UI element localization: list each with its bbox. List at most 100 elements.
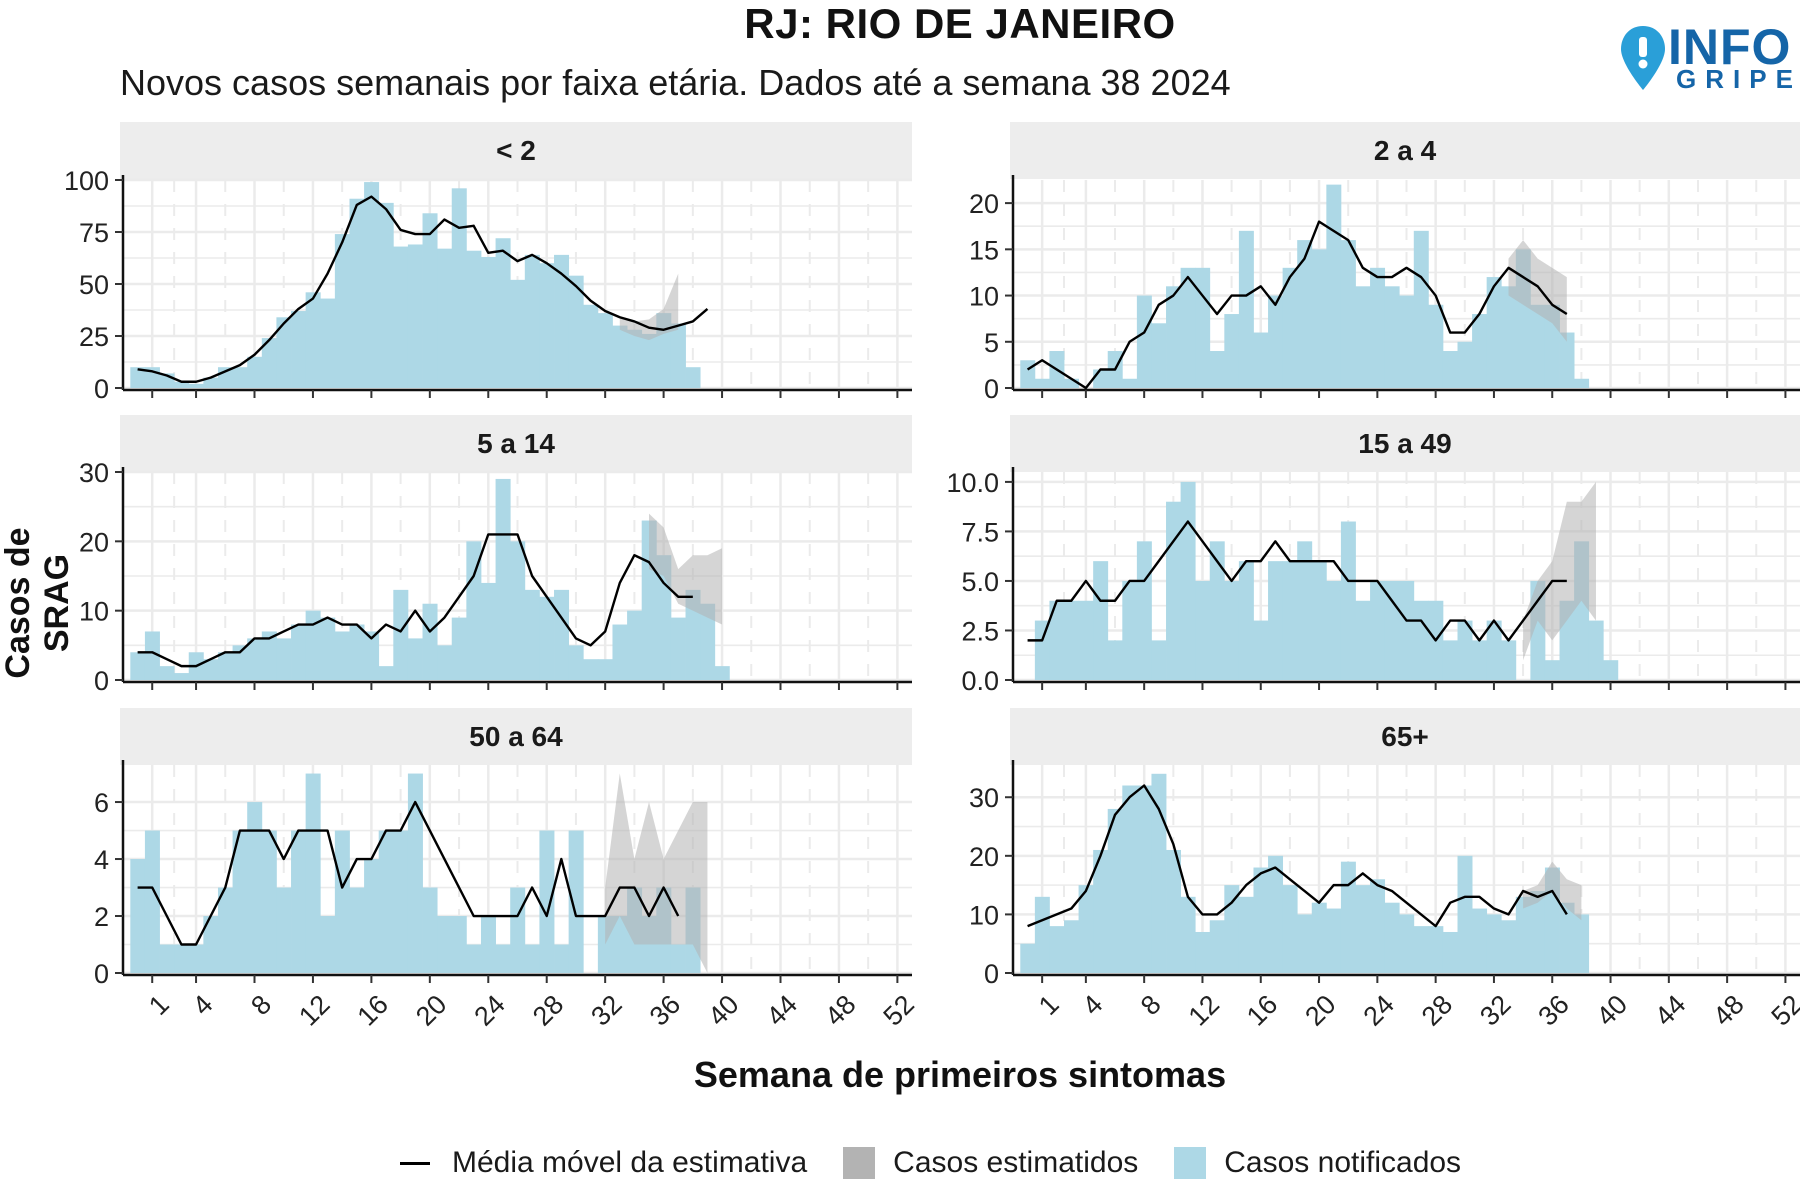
reported-bar: [1122, 378, 1138, 388]
reported-bar: [188, 383, 204, 388]
reported-bar: [1370, 879, 1386, 973]
y-tick-label: 75: [79, 218, 109, 248]
reported-bar: [524, 589, 540, 680]
reported-bar: [1209, 920, 1225, 973]
panel-strip: [120, 415, 912, 472]
reported-bar: [349, 624, 365, 680]
x-tick-label: 36: [1532, 989, 1574, 1031]
estimated-band: [619, 273, 679, 341]
reported-bar: [393, 246, 409, 388]
reported-bar: [1486, 620, 1502, 680]
reported-bar: [1603, 660, 1619, 680]
reported-bar: [539, 830, 555, 973]
estimated-band: [1508, 240, 1567, 342]
x-tick-label: 44: [761, 989, 803, 1031]
reported-bar: [276, 887, 292, 973]
x-tick-label: 8: [1135, 989, 1167, 1021]
reported-bar: [393, 589, 409, 680]
reported-bar: [1151, 640, 1167, 680]
x-axis-label: Semana de primeiros sintomas: [693, 1054, 1227, 1095]
reported-bar: [495, 238, 511, 388]
reported-bar: [539, 596, 555, 680]
reported-bar: [1136, 295, 1152, 388]
moving-average-line: [137, 800, 680, 946]
reported-bar: [1413, 600, 1429, 680]
reported-bar: [1472, 640, 1488, 680]
y-tick-label: 0: [94, 959, 109, 989]
reported-bar: [466, 944, 482, 973]
reported-bar: [554, 589, 570, 680]
x-tick-label: 4: [1077, 989, 1109, 1021]
reported-bar: [203, 659, 219, 680]
reported-bar: [1166, 849, 1182, 973]
y-tick-label: 0: [94, 666, 109, 696]
x-tick-label: 32: [585, 989, 627, 1031]
reported-bar: [1457, 341, 1473, 388]
reported-bar: [334, 631, 350, 680]
y-tick-label: 20: [969, 189, 999, 219]
reported-bar: [1501, 920, 1517, 973]
reported-bar: [1413, 230, 1429, 388]
reported-bar: [1064, 378, 1079, 388]
reported-bar: [568, 830, 584, 973]
estimated-band: [1523, 481, 1596, 661]
reported-bar: [1282, 885, 1298, 973]
reported-bar: [130, 652, 146, 680]
reported-bar: [1282, 267, 1298, 388]
reported-bar: [144, 830, 160, 973]
reported-bar: [1486, 277, 1502, 388]
reported-bar: [1501, 286, 1517, 388]
panel-strip-label: 65+: [1381, 721, 1429, 752]
reported-bar: [1457, 855, 1473, 973]
reported-bar: [1442, 640, 1458, 680]
reported-bar: [480, 916, 496, 973]
reported-bar: [1442, 931, 1458, 973]
legend-item-moving-avg: Média móvel da estimativa: [400, 1146, 807, 1180]
infogripe-logo: INFO GRIPE: [1612, 19, 1797, 94]
reported-bar: [1340, 240, 1356, 388]
reported-bar: [700, 603, 716, 680]
reported-bar: [276, 317, 292, 388]
reported-bar: [1428, 304, 1444, 388]
reported-bar: [1268, 295, 1284, 388]
reported-bar: [422, 213, 438, 388]
y-tick-label: 4: [94, 845, 109, 875]
reported-bar: [1340, 861, 1356, 973]
panel-strip: [120, 122, 912, 179]
reported-bar: [1122, 785, 1138, 973]
x-tick-label: 20: [410, 989, 452, 1031]
x-tick-label: 12: [1183, 989, 1225, 1031]
reported-bar: [1122, 580, 1138, 680]
reported-bar: [378, 830, 394, 973]
y-tick-label: 50: [79, 270, 109, 300]
reported-bar: [378, 202, 394, 388]
x-tick-label: 52: [878, 989, 920, 1031]
reported-bar: [1326, 580, 1342, 680]
y-tick-label: 30: [79, 458, 109, 488]
reported-bar: [437, 248, 453, 388]
reported-bar: [1224, 314, 1240, 388]
moving-average-line: [137, 195, 709, 383]
reported-bar: [1486, 914, 1502, 973]
reported-bar: [1355, 885, 1371, 973]
panel-strip: [1010, 415, 1800, 472]
reported-bar: [1166, 501, 1182, 680]
reported-bar: [597, 659, 613, 680]
reported-bar: [407, 773, 423, 973]
reported-bar: [1253, 867, 1269, 973]
reported-bar: [364, 182, 380, 388]
reported-bar: [1268, 855, 1284, 973]
y-tick-label: 6: [94, 788, 109, 818]
x-tick-label: 28: [1416, 989, 1458, 1031]
reported-bar: [1195, 267, 1211, 388]
reported-bar: [714, 666, 730, 680]
x-tick-label: 4: [187, 989, 219, 1021]
x-tick-label: 1: [143, 989, 175, 1021]
reported-bar: [1136, 785, 1152, 973]
reported-bar: [437, 916, 453, 973]
reported-bar: [1268, 561, 1284, 680]
estimated-band: [649, 513, 723, 625]
reported-bar: [1384, 902, 1400, 973]
reported-bar: [1238, 230, 1254, 388]
